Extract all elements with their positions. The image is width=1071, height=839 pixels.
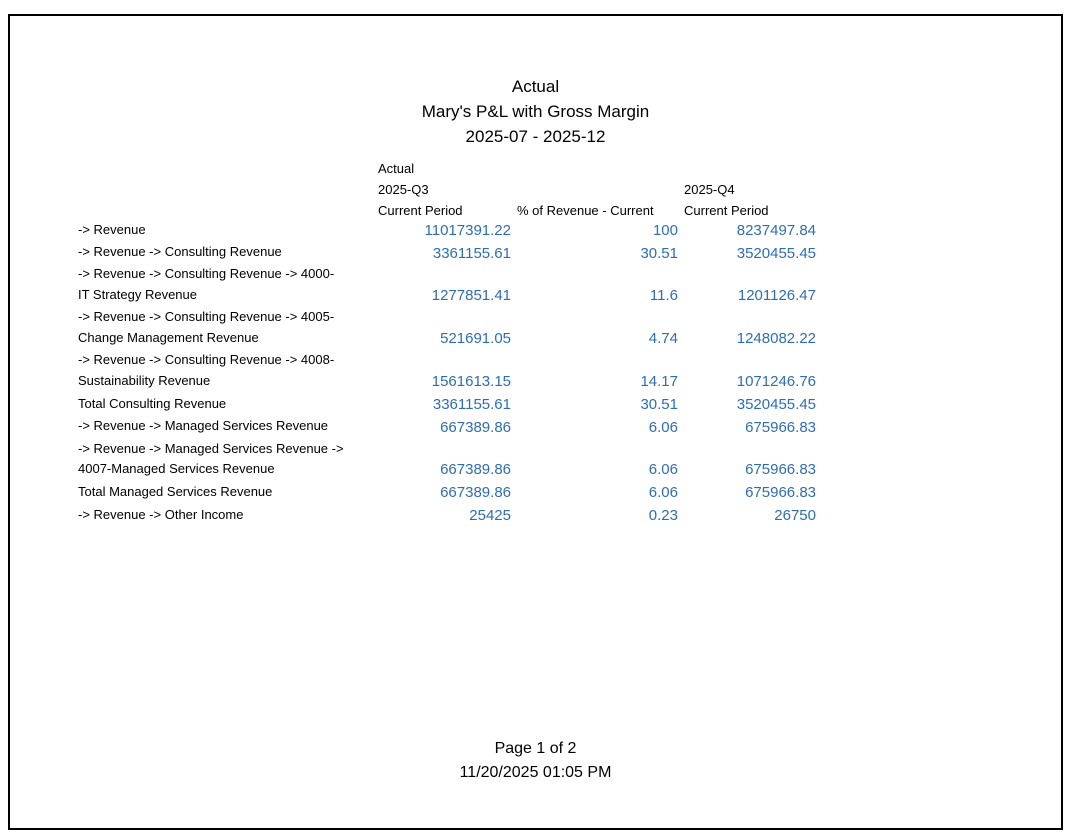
row-label-continued: IT Strategy Revenue	[78, 287, 197, 302]
row-pct-value: 6.06	[648, 484, 678, 501]
row-q3-value: 667389.86	[440, 419, 511, 436]
row-q4-value: 3520455.45	[736, 396, 816, 413]
row-q3-value: 1277851.41	[431, 287, 511, 304]
row-label: -> Revenue -> Consulting Revenue -> 4008…	[78, 352, 335, 367]
row-q4-value: 675966.83	[745, 484, 816, 501]
row-label: -> Revenue -> Other Income	[78, 507, 244, 522]
report-name: Mary's P&L with Gross Margin	[421, 102, 650, 121]
row-label-continued: Change Management Revenue	[78, 330, 259, 345]
row-label: Total Managed Services Revenue	[78, 484, 273, 499]
row-q4-value: 3520455.45	[736, 245, 816, 262]
row-pct-value: 6.06	[648, 461, 678, 478]
row-label: -> Revenue -> Managed Services Revenue -…	[78, 441, 344, 456]
row-q3-value: 1561613.15	[431, 373, 511, 390]
row-label: -> Revenue -> Consulting Revenue -> 4000…	[78, 266, 335, 281]
column-pct-label: % of Revenue - Current	[517, 203, 654, 218]
row-q3-value: 11017391.22	[424, 222, 511, 239]
row-pct-value: 11.6	[649, 287, 678, 304]
page-footer: Page 1 of 2 11/20/2025 01:05 PM	[0, 737, 1071, 785]
row-q3-value: 521691.05	[440, 330, 511, 347]
page-frame	[8, 14, 1063, 830]
row-q3-value: 3361155.61	[432, 245, 511, 262]
row-q3-value: 3361155.61	[432, 396, 511, 413]
row-pct-value: 100	[652, 222, 678, 239]
report-title-block: Actual Mary's P&L with Gross Margin 2025…	[0, 74, 1071, 149]
row-pct-value: 30.51	[640, 396, 678, 413]
column-q3-label: 2025-Q3	[378, 182, 429, 197]
row-q4-value: 675966.83	[745, 461, 816, 478]
row-pct-value: 0.23	[648, 507, 678, 524]
row-label: -> Revenue -> Consulting Revenue -> 4005…	[78, 309, 335, 324]
row-label-continued: Sustainability Revenue	[78, 373, 211, 388]
row-pct-value: 6.06	[648, 419, 678, 436]
row-q4-value: 675966.83	[745, 419, 816, 436]
row-q3-value: 25425	[469, 507, 511, 524]
report-period-range: 2025-07 - 2025-12	[465, 127, 606, 146]
row-label: -> Revenue	[78, 222, 146, 237]
row-q4-value: 1248082.22	[736, 330, 816, 347]
row-label-continued: 4007-Managed Services Revenue	[78, 461, 275, 476]
row-pct-value: 30.51	[640, 245, 678, 262]
row-pct-value: 4.74	[648, 330, 678, 347]
column-q4-current: Current Period	[684, 203, 769, 218]
row-pct-value: 14.17	[640, 373, 678, 390]
row-q4-value: 1071246.76	[736, 373, 816, 390]
row-q3-value: 667389.86	[440, 484, 511, 501]
row-label: Total Consulting Revenue	[78, 396, 227, 411]
report-scenario: Actual	[511, 77, 560, 96]
row-q4-value: 1201126.47	[737, 287, 816, 304]
column-q3-current: Current Period	[378, 203, 463, 218]
row-label: -> Revenue -> Consulting Revenue	[78, 244, 282, 259]
column-group-label: Actual	[378, 161, 415, 176]
column-q4-label: 2025-Q4	[684, 182, 735, 197]
row-label: -> Revenue -> Managed Services Revenue	[78, 418, 329, 433]
row-q4-value: 8237497.84	[736, 222, 816, 239]
row-q3-value: 667389.86	[440, 461, 511, 478]
print-timestamp: 11/20/2025 01:05 PM	[459, 764, 612, 781]
row-q4-value: 26750	[774, 507, 816, 524]
page-number: Page 1 of 2	[494, 740, 577, 757]
